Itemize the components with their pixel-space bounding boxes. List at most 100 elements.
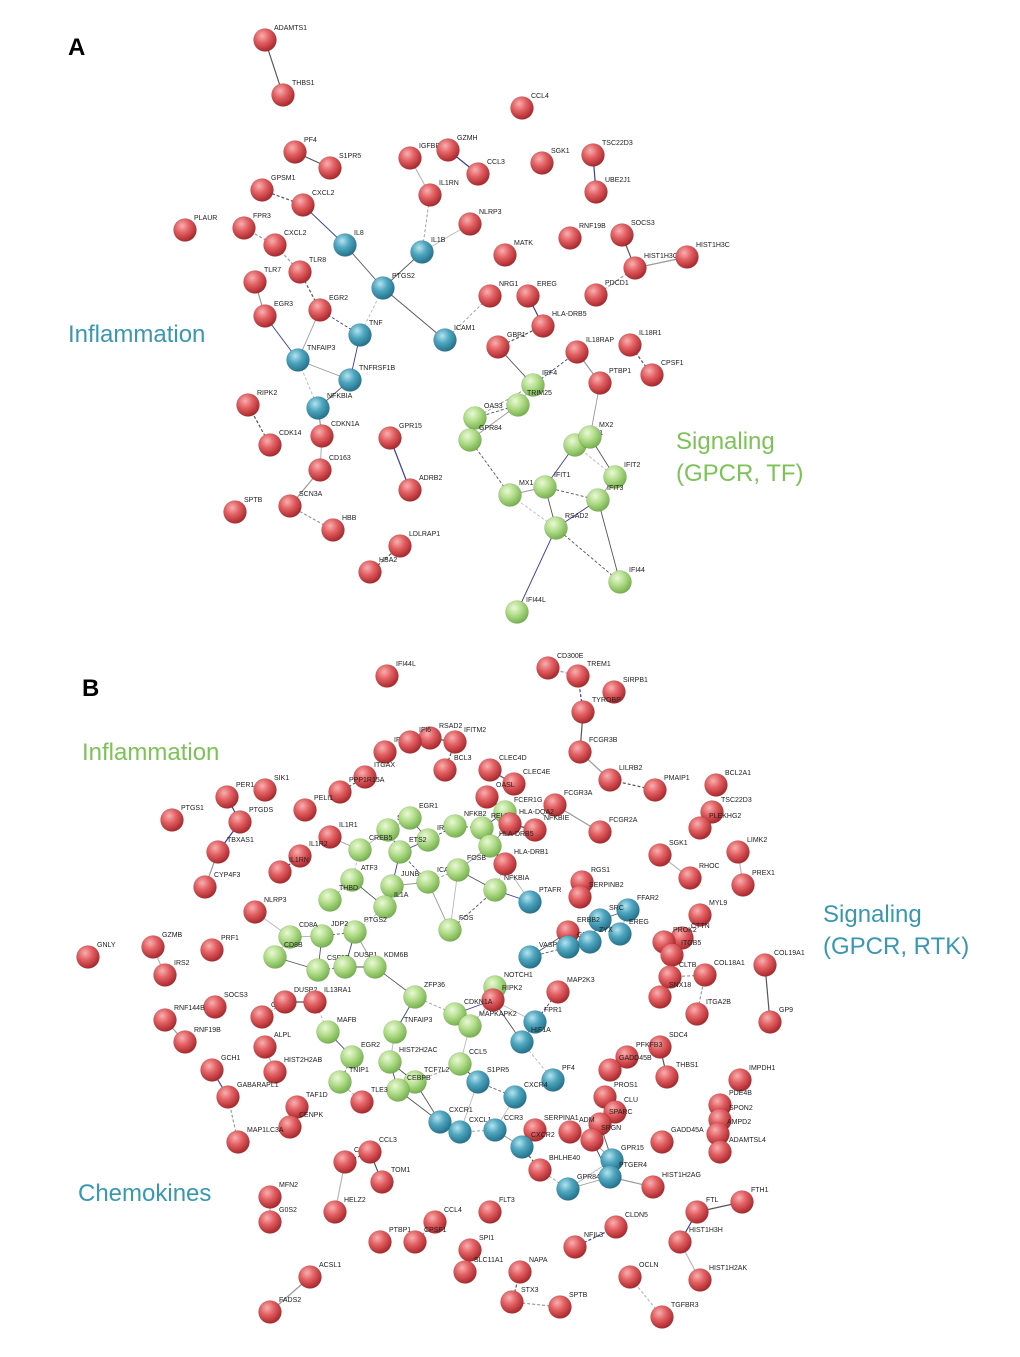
node-label: CEBPB — [407, 1075, 431, 1082]
node — [568, 740, 592, 764]
node — [283, 140, 307, 164]
node — [316, 1020, 340, 1044]
node-label: HIST1H3C — [696, 242, 730, 249]
cluster-label: Signaling — [823, 901, 922, 928]
node-label: SNX18 — [669, 982, 691, 989]
node — [728, 1068, 752, 1092]
node-label: HBA2 — [379, 557, 397, 564]
node-label: EGR1 — [419, 803, 438, 810]
node — [523, 1118, 547, 1142]
node-label: GPR84 — [479, 425, 502, 432]
node-label: PF4 — [562, 1065, 575, 1072]
node — [584, 283, 608, 307]
node — [388, 534, 412, 558]
node — [200, 1058, 224, 1082]
node — [258, 433, 282, 457]
node-label: FTH1 — [751, 1187, 769, 1194]
node — [278, 925, 302, 949]
node — [278, 1115, 302, 1139]
node-label: RSAD2 — [565, 513, 588, 520]
node — [141, 935, 165, 959]
node-label: CPSF1 — [424, 1227, 447, 1234]
node-label: CCR3 — [504, 1115, 523, 1122]
node-label: CD8B — [284, 942, 303, 949]
node — [658, 965, 682, 989]
node-label: CCL4 — [444, 1207, 462, 1214]
node-label: IMPDH1 — [749, 1065, 776, 1072]
node-label: PER1 — [236, 782, 254, 789]
node — [263, 1060, 287, 1084]
node — [368, 1230, 392, 1254]
node-label: HELZ2 — [344, 1197, 366, 1204]
node — [318, 888, 342, 912]
node-label: IL18RAP — [586, 337, 614, 344]
node-label: RNF19B — [194, 1027, 221, 1034]
node — [688, 816, 712, 840]
node — [448, 1120, 472, 1144]
node — [458, 1014, 482, 1038]
node-label: MATK — [514, 240, 533, 247]
node-label: GABARAPL1 — [237, 1082, 279, 1089]
node-label: PDCD1 — [605, 280, 629, 287]
node-label: SPARC — [609, 1109, 633, 1116]
node — [308, 458, 332, 482]
node-label: TSC22D3 — [721, 797, 752, 804]
node-label: RNF144B — [174, 1005, 205, 1012]
node-label: CXCR4 — [524, 1082, 548, 1089]
node-label: ADAMTS1 — [274, 25, 307, 32]
node-label: BCL2A1 — [725, 770, 751, 777]
node — [298, 1265, 322, 1289]
node-label: EGR2 — [361, 1042, 380, 1049]
node — [640, 363, 664, 387]
node-label: SPON2 — [729, 1105, 753, 1112]
node — [523, 818, 547, 842]
node-label: FLT3 — [499, 1197, 515, 1204]
node-label: TLE3 — [371, 1087, 388, 1094]
node — [643, 778, 667, 802]
node — [685, 1002, 709, 1026]
node-label: ADM — [579, 1117, 595, 1124]
node — [598, 1165, 622, 1189]
node — [478, 284, 502, 308]
node-label: GPR84 — [577, 1174, 600, 1181]
node-label: CXCR2 — [531, 1132, 555, 1139]
node — [338, 368, 362, 392]
edge — [555, 527, 621, 583]
node — [588, 820, 612, 844]
node-label: MAFB — [337, 1017, 357, 1024]
node — [306, 958, 330, 982]
node — [383, 1020, 407, 1044]
node-label: GPR15 — [399, 423, 422, 430]
node — [258, 1210, 282, 1234]
edge — [597, 499, 621, 583]
node-label: PTGS2 — [392, 273, 415, 280]
node — [453, 1260, 477, 1284]
node-label: SGK1 — [551, 148, 570, 155]
node-label: IFI6 — [419, 727, 431, 734]
node-label: THBD — [339, 885, 358, 892]
node — [521, 373, 545, 397]
node — [655, 1065, 679, 1089]
node-label: OAS3 — [484, 403, 503, 410]
node — [481, 988, 505, 1012]
node-label: FPR1 — [544, 1007, 562, 1014]
node — [436, 138, 460, 162]
node-label: PTGDS — [249, 807, 273, 814]
node — [333, 1150, 357, 1174]
node-label: RIPK2 — [502, 985, 522, 992]
node-label: GNLY — [97, 942, 116, 949]
node-label: FOS — [459, 915, 474, 922]
node — [76, 945, 100, 969]
node-label: CTTN — [691, 923, 710, 930]
node — [388, 840, 412, 864]
node-label: SLC11A1 — [474, 1257, 504, 1264]
node-label: CDK14 — [279, 430, 302, 437]
node-label: THBS1 — [292, 80, 315, 87]
node — [286, 348, 310, 372]
node — [688, 903, 712, 927]
node-label: STX3 — [521, 1287, 539, 1294]
node — [348, 838, 372, 862]
node-label: MYL9 — [709, 900, 727, 907]
node-label: RHOC — [699, 863, 720, 870]
